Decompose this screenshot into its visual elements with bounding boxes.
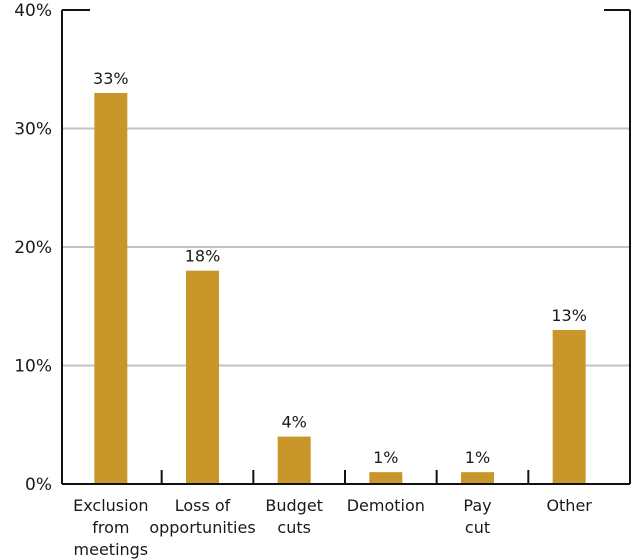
y-tick-label: 0% [25, 475, 52, 495]
category-label: Budget cuts [265, 496, 323, 537]
data-label: 1% [465, 448, 490, 467]
y-tick-label: 20% [14, 238, 52, 258]
category-label: Pay cut [463, 496, 491, 537]
data-label: 4% [281, 413, 306, 432]
bar [186, 270, 219, 484]
data-label: 33% [93, 69, 129, 88]
data-labels: 33% 18% 4% 1% 1% 13% [93, 69, 587, 467]
axes [61, 9, 631, 485]
gridlines [62, 127, 630, 367]
category-label: Exclusion from meetings [73, 496, 148, 559]
y-tick-label: 40% [14, 1, 52, 21]
y-tick-labels: 0% 10% 20% 30% 40% [14, 1, 52, 495]
data-label: 18% [185, 247, 221, 266]
bar [461, 472, 494, 484]
category-label: Demotion [347, 496, 425, 515]
y-tick-label: 30% [14, 120, 52, 140]
category-label: Loss of opportunities [149, 496, 255, 537]
bar [94, 92, 128, 484]
data-label: 13% [551, 306, 587, 325]
bars [94, 92, 586, 484]
bar [277, 436, 311, 484]
bar [369, 472, 403, 484]
bar [552, 329, 586, 484]
y-tick-label: 10% [14, 357, 52, 377]
category-label: Other [546, 496, 592, 515]
data-label: 1% [373, 448, 398, 467]
